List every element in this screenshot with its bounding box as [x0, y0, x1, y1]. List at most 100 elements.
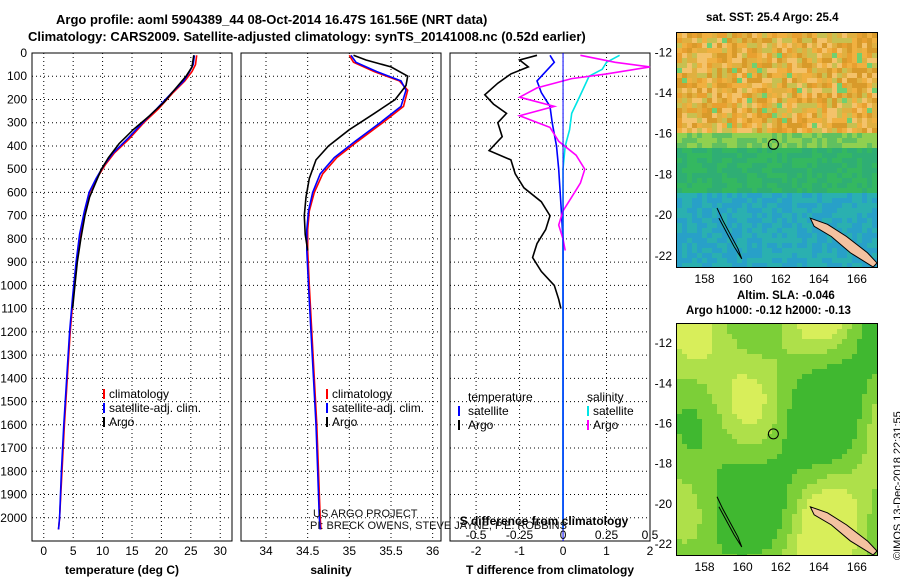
map-y-tick-label: -14 [655, 86, 673, 100]
x-tick-label-36: 36 [426, 544, 440, 558]
y-tick-label-100: 100 [7, 69, 27, 83]
project-label: US ARGO PROJECT [313, 508, 418, 520]
legend-label: Argo [468, 418, 494, 432]
top-x-tick-label: -0.25 [506, 528, 534, 542]
legend-label: Argo [109, 415, 135, 429]
map-y-tick-label: -20 [655, 208, 673, 222]
sst-map-title: sat. SST: 25.4 Argo: 25.4 [706, 12, 839, 24]
y-tick-label-1700: 1700 [0, 441, 27, 455]
y-tick-label-500: 500 [7, 162, 27, 176]
y-tick-label-1600: 1600 [0, 418, 27, 432]
y-tick-label-1100: 1100 [1, 302, 27, 316]
reef-outline [716, 207, 743, 260]
series-line-argo [303, 54, 409, 251]
series-line-t-argo [483, 54, 562, 309]
sst-map [676, 32, 878, 268]
x-tick-label-1: 1 [603, 544, 610, 558]
reef-outline [716, 496, 743, 548]
x-axis-label: T difference from climatology [466, 563, 634, 577]
island-shape [809, 217, 877, 267]
x-tick-label-10: 10 [96, 544, 110, 558]
y-tick-label-700: 700 [7, 209, 27, 223]
map-y-tick-label: -20 [655, 497, 673, 511]
top-x-tick-label: 0.25 [595, 528, 619, 542]
x-tick-label--1: -1 [514, 544, 525, 558]
y-tick-label-2000: 2000 [0, 511, 27, 525]
map-y-tick-label: -16 [655, 416, 673, 430]
plot-frame-1 [240, 52, 442, 542]
pi-label: PI: BRECK OWENS, STEVE JAYNE, P.E. ROBBI… [310, 520, 567, 532]
top-x-tick-label: 0 [560, 528, 567, 542]
map-x-tick-label: 158 [695, 560, 715, 574]
x-tick-label-35.5: 35.5 [379, 544, 403, 558]
legend-label: Argo [332, 415, 358, 429]
y-tick-label-900: 900 [7, 255, 27, 269]
legend-label: satellite [468, 404, 509, 418]
plot-title-line1: Argo profile: aoml 5904389_44 08-Oct-201… [56, 12, 488, 27]
legend-label: satellite-adj. clim. [332, 401, 424, 415]
y-tick-label-600: 600 [7, 185, 27, 199]
sla-map-subtitle: Argo h1000: -0.12 h2000: -0.13 [686, 305, 851, 317]
x-tick-label-30: 30 [214, 544, 228, 558]
legend-title-salinity: salinity [587, 390, 624, 404]
y-tick-label-1900: 1900 [0, 488, 27, 502]
map-x-tick-label: 162 [771, 272, 791, 286]
map-x-tick-label: 158 [695, 272, 715, 286]
y-tick-label-800: 800 [7, 232, 27, 246]
map-x-tick-label: 164 [809, 272, 829, 286]
map-x-tick-label: 166 [847, 272, 867, 286]
series-line-satellite-adj-clim- [305, 54, 407, 530]
x-tick-label-0: 0 [40, 544, 47, 558]
map-y-tick-label: -16 [655, 127, 673, 141]
map-x-tick-label: 166 [847, 560, 867, 574]
y-tick-label-1500: 1500 [0, 395, 27, 409]
map-y-tick-label: -12 [655, 336, 673, 350]
map-y-tick-label: -18 [655, 457, 673, 471]
x-tick-label-0: 0 [560, 544, 567, 558]
x-tick-label-2: 2 [647, 544, 654, 558]
x-tick-label-34.5: 34.5 [296, 544, 320, 558]
map-y-tick-label: -14 [655, 376, 673, 390]
sla-map-title: Altim. SLA: -0.046 [737, 290, 835, 302]
y-tick-label-200: 200 [7, 92, 27, 106]
map-x-tick-label: 160 [733, 560, 753, 574]
y-tick-label-1200: 1200 [0, 325, 27, 339]
x-tick-label-5: 5 [70, 544, 77, 558]
x-tick-label-15: 15 [125, 544, 139, 558]
x-tick-label-25: 25 [184, 544, 198, 558]
x-tick-label--2: -2 [471, 544, 482, 558]
x-tick-label-35: 35 [343, 544, 357, 558]
x-axis-label: temperature (deg C) [65, 563, 179, 577]
copyright-credit: ©IMOS 13-Dec-2018 22:31:55 [892, 411, 900, 560]
map-x-tick-label: 160 [733, 272, 753, 286]
legend-label: climatology [109, 387, 169, 401]
map-y-tick-label: -12 [655, 45, 673, 59]
top-x-axis-label: S difference from climatology [460, 514, 629, 528]
y-tick-label-300: 300 [7, 116, 27, 130]
map-x-tick-label: 162 [771, 560, 791, 574]
y-tick-label-0: 0 [20, 46, 27, 60]
series-line-argo [71, 55, 195, 309]
island-shape [809, 505, 877, 555]
y-tick-label-1800: 1800 [0, 464, 27, 478]
map-x-tick-label: 164 [809, 560, 829, 574]
legend-title-temperature: temperature [468, 390, 533, 404]
top-x-tick-label: 0.5 [642, 528, 659, 542]
y-tick-label-1300: 1300 [0, 348, 27, 362]
x-axis-label: salinity [310, 563, 352, 577]
argo-position-marker [767, 138, 779, 150]
x-tick-label-20: 20 [155, 544, 169, 558]
top-x-tick-label: -0.5 [466, 528, 487, 542]
legend-label: Argo [593, 418, 619, 432]
map-y-tick-label: -22 [655, 537, 673, 551]
plot-title-line2: Climatology: CARS2009. Satellite-adjuste… [28, 29, 586, 44]
y-tick-label-1000: 1000 [0, 278, 27, 292]
x-tick-label-34: 34 [259, 544, 273, 558]
legend-label: satellite [593, 404, 634, 418]
legend-label: satellite-adj. clim. [109, 401, 201, 415]
y-tick-label-1400: 1400 [0, 371, 27, 385]
y-tick-label-400: 400 [7, 139, 27, 153]
plot-frame-2 [449, 52, 651, 542]
legend-label: climatology [332, 387, 392, 401]
